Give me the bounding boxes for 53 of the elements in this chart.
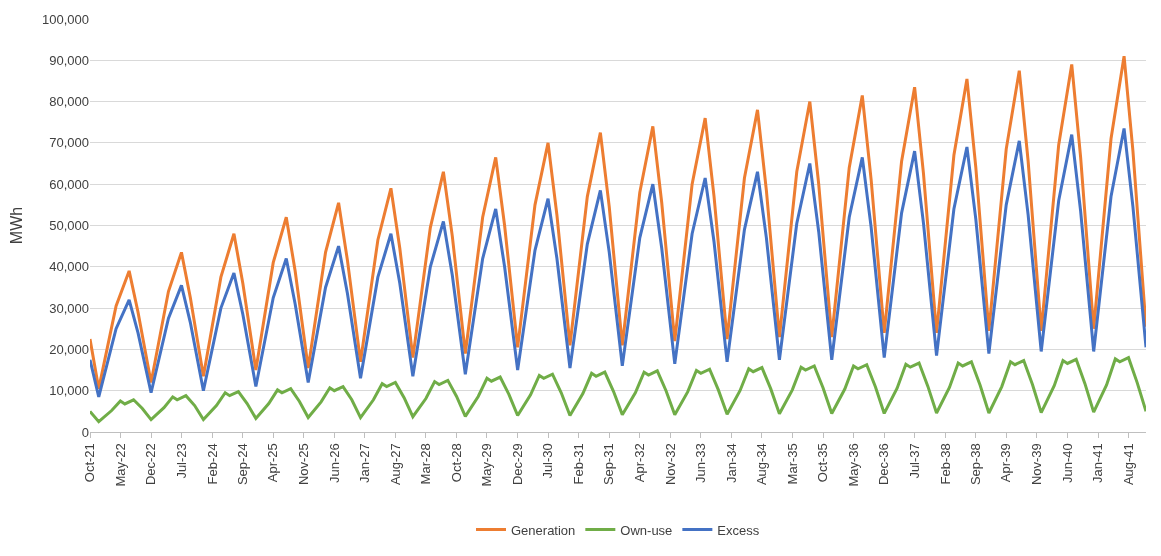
x-tick-label: Jan-34 [723, 443, 739, 483]
x-tick-label: Jun-40 [1059, 443, 1075, 483]
legend-label: Excess [717, 522, 760, 538]
x-tick-label: Jan-41 [1090, 443, 1106, 483]
y-tick-label: 60,000 [49, 176, 89, 192]
x-tick-label: Aug-34 [754, 443, 770, 486]
x-tick-label: Sep-31 [601, 443, 617, 486]
x-tick-label: Oct-21 [82, 443, 98, 483]
x-tick-label: May-36 [845, 443, 861, 487]
x-tick-label: Oct-35 [815, 443, 831, 483]
x-tick-label: Sep-24 [235, 443, 251, 486]
x-tick-label: Dec-29 [509, 443, 525, 486]
y-tick-label: 100,000 [42, 11, 89, 27]
x-tick-label: Apr-39 [998, 443, 1014, 483]
x-tick-label: Dec-22 [143, 443, 159, 486]
x-tick-label: Nov-39 [1029, 443, 1045, 486]
y-axis-title: MWh [7, 206, 25, 245]
y-tick-label: 30,000 [49, 300, 89, 316]
y-tick-label: 0 [81, 424, 89, 440]
x-tick-label: Feb-31 [571, 443, 587, 485]
x-tick-label: Jun-26 [326, 443, 342, 483]
x-tick-label: May-29 [479, 443, 495, 487]
x-tick-label: Dec-36 [876, 443, 892, 486]
y-tick-label: 70,000 [49, 135, 89, 151]
x-tick-label: Nov-32 [662, 443, 678, 486]
x-tick-label: Aug-27 [387, 443, 403, 486]
x-tick-label: Jun-33 [693, 443, 709, 483]
y-tick-label: 20,000 [49, 341, 89, 357]
x-tick-label: Apr-25 [265, 443, 281, 483]
x-tick-label: Jan-27 [357, 443, 373, 483]
y-tick-label: 50,000 [49, 218, 89, 234]
x-tick-label: Feb-24 [204, 443, 220, 485]
legend-label: Generation [511, 522, 576, 538]
y-tick-label: 40,000 [49, 259, 89, 275]
legend-label: Own-use [620, 522, 673, 538]
y-tick-label: 90,000 [49, 52, 89, 68]
x-tick-label: Mar-35 [784, 443, 800, 485]
x-tick-label: Jul-23 [173, 443, 189, 479]
x-tick-label: Mar-28 [418, 443, 434, 485]
x-tick-label: Oct-28 [448, 443, 464, 483]
x-tick-label: Jul-37 [906, 443, 922, 479]
x-tick-label: Nov-25 [296, 443, 312, 486]
y-tick-label: 10,000 [49, 383, 89, 399]
x-tick-label: Jul-30 [540, 443, 556, 479]
line-series [90, 54, 1146, 391]
y-tick-label: 80,000 [49, 94, 89, 110]
line-series [90, 126, 1146, 399]
x-tick-label: May-22 [112, 443, 128, 487]
x-tick-label: Aug-41 [1120, 443, 1136, 486]
x-tick-label: Sep-38 [968, 443, 984, 486]
x-tick-label: Feb-38 [937, 443, 953, 485]
line-series [90, 356, 1146, 424]
x-tick-label: Apr-32 [632, 443, 648, 483]
